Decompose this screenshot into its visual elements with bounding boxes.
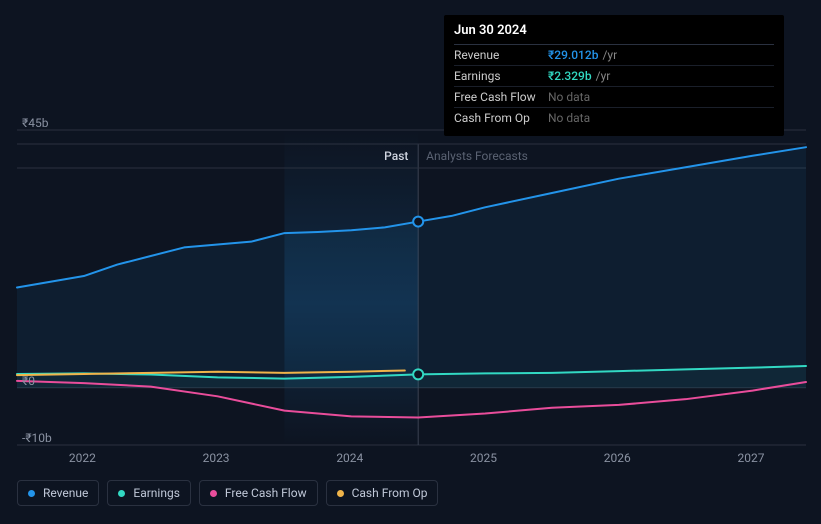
tooltip-row-value: ₹29.012b <box>548 48 598 62</box>
legend-dot-icon <box>337 490 344 497</box>
x-axis-label: 2022 <box>69 451 96 465</box>
x-axis-label: 2024 <box>336 451 363 465</box>
legend-item-cfo[interactable]: Cash From Op <box>326 480 439 506</box>
tooltip-row-nodata: No data <box>548 111 590 125</box>
tooltip-row-label: Revenue <box>454 48 548 62</box>
legend-item-revenue[interactable]: Revenue <box>17 480 99 506</box>
tooltip-row-unit: /yr <box>596 69 611 83</box>
tooltip-row: Revenue₹29.012b/yr <box>454 45 774 66</box>
x-axis-label: 2023 <box>203 451 230 465</box>
legend-dot-icon <box>118 490 125 497</box>
x-axis-label: 2025 <box>470 451 497 465</box>
chart-tooltip: Jun 30 2024 Revenue₹29.012b/yrEarnings₹2… <box>444 15 784 136</box>
x-axis-label: 2027 <box>738 451 765 465</box>
tooltip-row-label: Cash From Op <box>454 111 548 125</box>
legend-item-earnings[interactable]: Earnings <box>107 480 191 506</box>
y-axis-label: ₹0 <box>22 374 35 388</box>
tooltip-row: Free Cash FlowNo data <box>454 87 774 108</box>
legend-dot-icon <box>210 490 217 497</box>
forecasts-section-label: Analysts Forecasts <box>426 149 528 163</box>
tooltip-date: Jun 30 2024 <box>454 23 774 45</box>
legend-label: Free Cash Flow <box>225 486 307 500</box>
tooltip-row-label: Earnings <box>454 69 548 83</box>
legend-label: Earnings <box>133 486 180 500</box>
tooltip-row: Cash From OpNo data <box>454 108 774 128</box>
tooltip-row-label: Free Cash Flow <box>454 90 548 104</box>
tooltip-row-unit: /yr <box>602 48 617 62</box>
x-axis-label: 2026 <box>604 451 631 465</box>
y-axis-label: -₹10b <box>22 431 52 445</box>
chart-legend: Revenue Earnings Free Cash Flow Cash From O… <box>17 480 438 506</box>
legend-item-fcf[interactable]: Free Cash Flow <box>199 480 318 506</box>
y-axis-label: ₹45b <box>22 116 48 130</box>
legend-dot-icon <box>28 490 35 497</box>
past-section-label: Past <box>384 149 408 163</box>
legend-label: Cash From Op <box>352 486 428 500</box>
tooltip-row: Earnings₹2.329b/yr <box>454 66 774 87</box>
tooltip-row-nodata: No data <box>548 90 590 104</box>
tooltip-row-value: ₹2.329b <box>548 69 592 83</box>
legend-label: Revenue <box>43 486 88 500</box>
